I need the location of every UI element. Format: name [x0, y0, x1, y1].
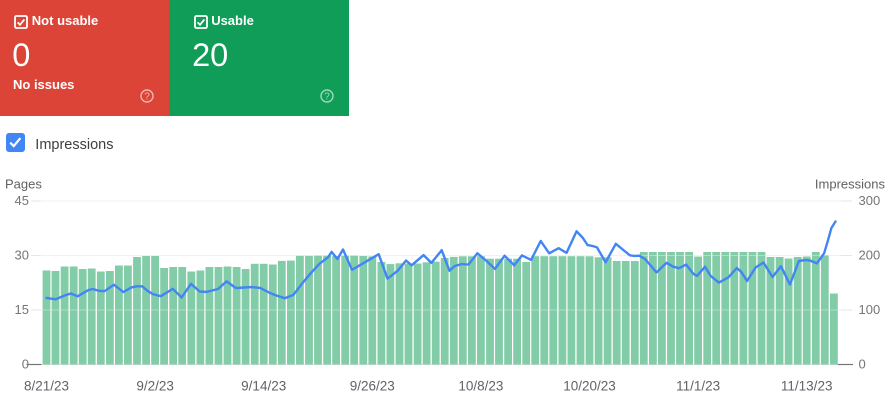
svg-text:Impressions: Impressions — [815, 177, 886, 192]
svg-text:45: 45 — [15, 193, 29, 208]
svg-text:300: 300 — [859, 193, 881, 208]
svg-text:9/14/23: 9/14/23 — [241, 379, 286, 394]
svg-text:10/8/23: 10/8/23 — [458, 379, 503, 394]
svg-text:?: ? — [324, 92, 330, 103]
svg-text:0: 0 — [859, 357, 866, 372]
svg-text:100: 100 — [859, 302, 881, 317]
svg-text:8/21/23: 8/21/23 — [24, 379, 69, 394]
svg-text:11/13/23: 11/13/23 — [781, 379, 833, 394]
svg-text:?: ? — [144, 92, 150, 103]
svg-text:10/20/23: 10/20/23 — [563, 379, 616, 394]
svg-text:11/1/23: 11/1/23 — [676, 379, 720, 394]
svg-text:200: 200 — [859, 248, 881, 263]
svg-text:9/2/23: 9/2/23 — [136, 379, 174, 394]
svg-text:9/26/23: 9/26/23 — [350, 379, 395, 394]
svg-text:Pages: Pages — [5, 177, 42, 192]
svg-text:15: 15 — [15, 302, 29, 317]
svg-text:30: 30 — [15, 248, 29, 263]
svg-text:0: 0 — [22, 357, 29, 372]
